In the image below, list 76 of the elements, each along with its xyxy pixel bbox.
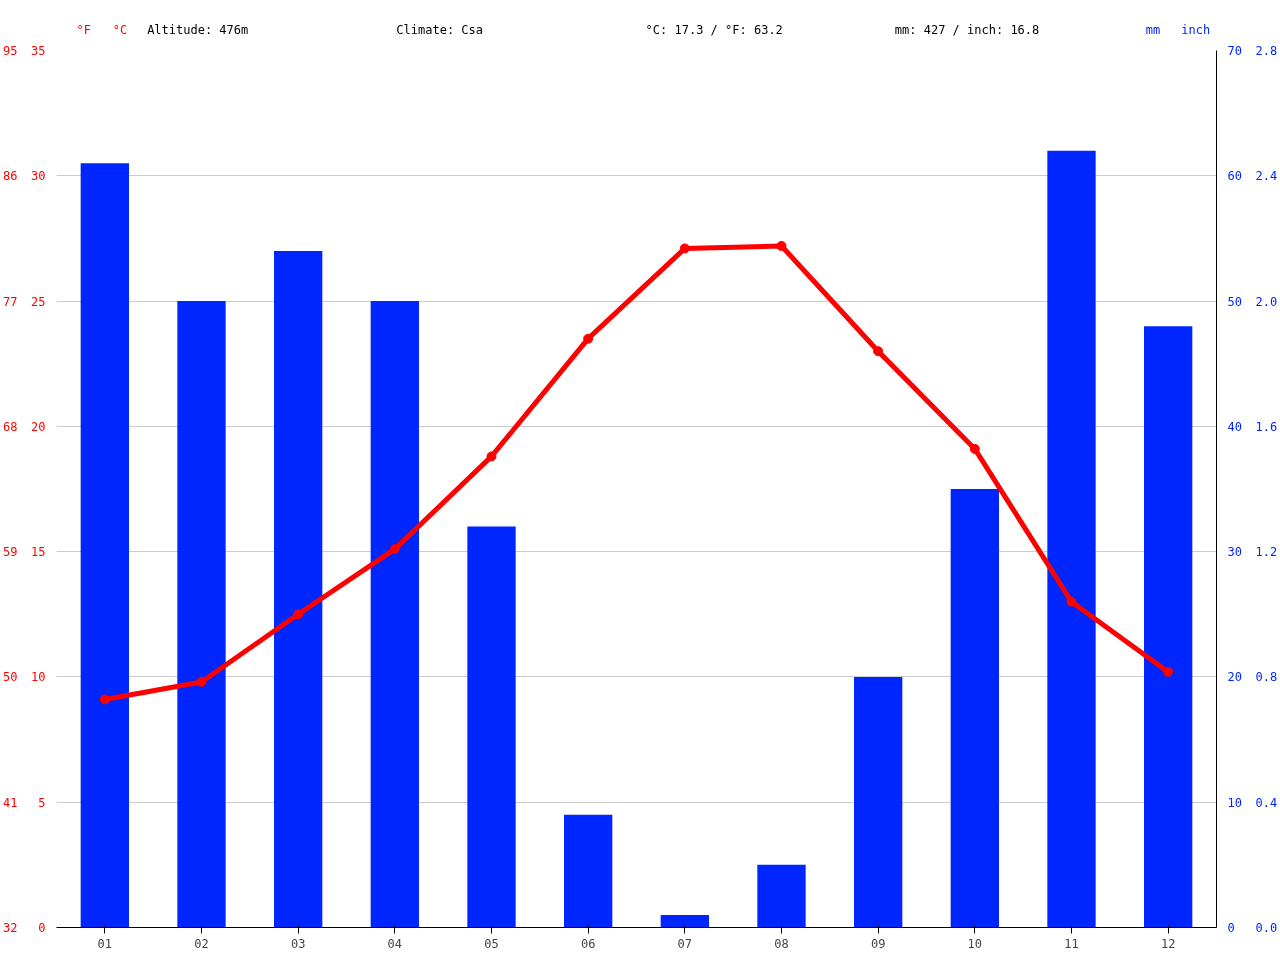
y2-tick-label: 50 — [1227, 294, 1242, 309]
point — [969, 443, 980, 454]
text: 2.8 — [1255, 44, 1278, 58]
y3-tick-label: 32 — [3, 921, 18, 935]
y-tick-label: 0 — [38, 921, 46, 935]
bar — [854, 676, 903, 928]
y-tick-label: 15 — [31, 545, 46, 560]
y3-tick-label: 68 — [3, 419, 18, 434]
text: Climate: Csa — [396, 22, 484, 37]
point — [486, 451, 497, 462]
y3-tick-label: 50 — [3, 670, 18, 685]
y3-tick-label: 59 — [3, 545, 18, 560]
y2-tick-label: 10 — [1227, 795, 1242, 810]
y2-tick-label: 70 — [1227, 44, 1242, 58]
x-tick-label: 04 — [387, 936, 403, 951]
y2-tick-label: 30 — [1227, 545, 1242, 560]
y2-axis-title: mm — [1145, 22, 1161, 37]
text: 0.4 — [1255, 795, 1278, 810]
x-tick-label: 01 — [97, 936, 113, 951]
x-tick-label: 02 — [194, 936, 209, 951]
y-tick-label: 30 — [31, 169, 46, 184]
y-tick-label: 35 — [31, 44, 46, 58]
point — [196, 676, 207, 687]
bar — [80, 163, 129, 928]
point — [99, 694, 110, 705]
y-axis-title: °C — [112, 22, 128, 37]
x-tick-label: 11 — [1064, 936, 1079, 951]
x-tick-label: 08 — [774, 936, 789, 951]
x-tick-label: 03 — [290, 936, 306, 951]
text: 2.0 — [1255, 294, 1278, 309]
y-tick-label: 25 — [31, 294, 46, 309]
bar — [660, 914, 709, 928]
y3-tick-label: 86 — [3, 169, 18, 184]
text: °C: 17.3 / °F: 63.2 — [645, 22, 783, 37]
text: 0.0 — [1255, 921, 1278, 935]
point — [873, 346, 884, 357]
point — [776, 240, 787, 251]
x-tick-label: 10 — [967, 936, 983, 951]
x-tick-label: 12 — [1160, 936, 1176, 951]
bar — [1047, 150, 1096, 928]
bar — [370, 301, 419, 928]
bar — [950, 489, 999, 928]
y-tick-label: 10 — [31, 670, 46, 685]
bar — [1144, 326, 1193, 928]
y2-tick-label: 20 — [1227, 670, 1242, 685]
text: 1.6 — [1255, 419, 1278, 434]
point — [293, 609, 304, 620]
point — [389, 544, 400, 555]
y2-tick-label: 40 — [1227, 419, 1242, 434]
bar — [274, 250, 323, 928]
text: inch — [1181, 22, 1211, 37]
point — [583, 333, 594, 344]
y3-tick-label: 77 — [3, 294, 18, 309]
point — [1066, 596, 1077, 607]
y-tick-label: 20 — [31, 419, 46, 434]
bar — [467, 526, 516, 928]
y3-tick-label: 41 — [3, 795, 18, 810]
bar — [177, 301, 226, 928]
x-tick-label: 09 — [870, 936, 886, 951]
bar — [757, 864, 806, 928]
text: Altitude: 476m — [147, 22, 249, 37]
y2-tick-label: 0 — [1227, 921, 1235, 935]
bar — [564, 814, 613, 928]
text: 0.8 — [1255, 670, 1278, 685]
y-tick-label: 5 — [38, 795, 46, 810]
text: 2.4 — [1255, 169, 1278, 184]
text: mm: 427 / inch: 16.8 — [894, 22, 1040, 37]
y3-tick-label: 95 — [3, 44, 18, 58]
point — [1163, 666, 1174, 677]
text: 1.2 — [1255, 545, 1278, 560]
x-tick-label: 07 — [677, 936, 693, 951]
x-tick-label: 05 — [484, 936, 499, 951]
x-tick-label: 06 — [580, 936, 596, 951]
y2-tick-label: 60 — [1227, 169, 1242, 184]
y3-axis-title: °F — [76, 22, 91, 37]
point — [679, 243, 690, 254]
